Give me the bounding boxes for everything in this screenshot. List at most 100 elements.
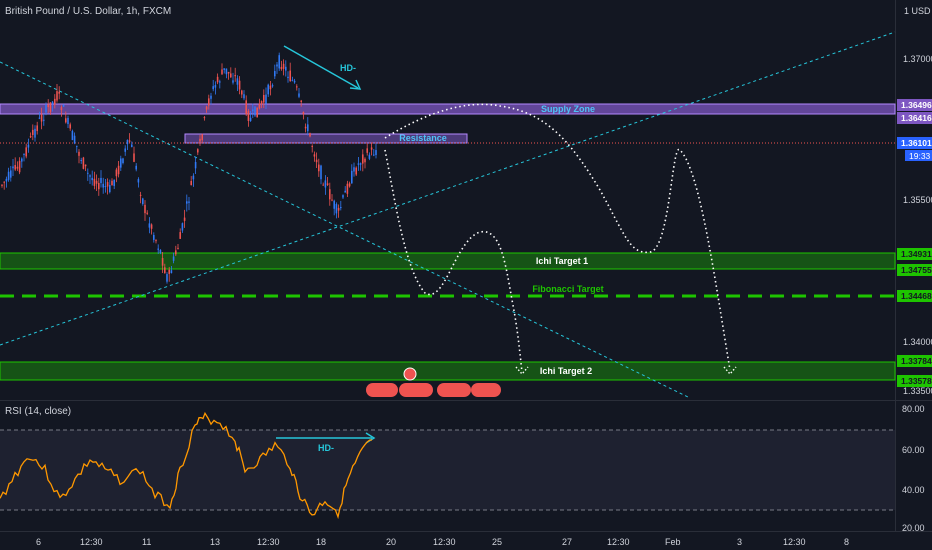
symbol-title[interactable]: British Pound / U.S. Dollar, 1h, FXCM (5, 6, 171, 17)
main-pane[interactable] (0, 0, 895, 400)
ichi-target-2-label: Ichi Target 2 (540, 366, 592, 376)
candle-body (320, 165, 322, 180)
descending-trendline[interactable] (0, 61, 691, 399)
candle-body (104, 186, 107, 188)
candle-body (131, 144, 133, 148)
candle-body (122, 158, 124, 164)
candle-body (109, 185, 111, 193)
ascending-trendline[interactable] (0, 31, 896, 346)
candle-body (153, 234, 155, 240)
current-price-value: 1.36101 (901, 138, 932, 148)
ichi1-top-marker (897, 248, 932, 260)
candle-body (51, 101, 54, 104)
candle-body (271, 85, 274, 87)
candle-body (335, 204, 338, 214)
event-pill[interactable] (366, 383, 398, 397)
event-pill[interactable] (399, 383, 433, 397)
candle-body (355, 167, 357, 175)
candle-body (58, 91, 60, 94)
candle-body (278, 55, 280, 69)
price-tick: 1.33500 (903, 386, 932, 396)
candle-body (186, 201, 188, 204)
candle-body (346, 183, 349, 194)
candle-body (249, 117, 252, 122)
time-tick: 12:30 (783, 537, 806, 547)
supply-zone[interactable] (0, 103, 896, 115)
fibonacci-value: 1.34468 (901, 291, 932, 301)
candle-body (205, 106, 208, 110)
candle-body (1, 184, 3, 186)
candle-body (54, 98, 56, 105)
candle-body (43, 119, 45, 121)
candle-body (40, 114, 43, 122)
candle-body (210, 95, 212, 99)
event-flag-icon[interactable] (403, 367, 417, 381)
current-price-marker (897, 137, 932, 149)
time-tick: Feb (665, 537, 681, 547)
candle-body (357, 163, 360, 165)
time-tick: 11 (142, 537, 151, 547)
ichi-target-1-zone[interactable] (0, 252, 896, 270)
candle-body (208, 98, 210, 106)
candle-body (60, 107, 63, 111)
candle-body (49, 102, 52, 112)
candle-body (69, 124, 71, 129)
ichi2-top-marker (897, 355, 932, 367)
candle-body (126, 139, 129, 145)
fibonacci-marker (897, 290, 932, 302)
time-tick: 3 (737, 537, 742, 547)
candle-body (183, 217, 186, 221)
ichi1-bottom-marker (897, 264, 932, 276)
price-tick: 1.37000 (903, 54, 932, 64)
candle-body (27, 144, 30, 148)
candle-body (285, 66, 287, 71)
event-pill[interactable] (471, 383, 501, 397)
hd-label: HD- (340, 63, 356, 73)
time-tick: 12:30 (80, 537, 103, 547)
candle-body (370, 147, 373, 150)
candle-body (62, 104, 65, 107)
countdown-value: 19:33 (909, 151, 931, 161)
candle-body (159, 249, 162, 254)
candle-body (331, 199, 333, 201)
time-tick: 13 (210, 537, 220, 547)
resistance-zone[interactable] (184, 133, 468, 144)
candle-body (258, 103, 261, 109)
candle-body (243, 94, 245, 99)
candle-body (223, 68, 225, 70)
candle-body (254, 106, 256, 116)
arrow-down-icon (515, 366, 529, 376)
rsi-title[interactable]: RSI (14, close) (5, 406, 71, 417)
candle-body (7, 171, 10, 180)
ichi1-bottom-value: 1.34755 (901, 265, 932, 275)
ichi2-bottom-value: 1.33578 (901, 376, 932, 386)
candle-body (212, 86, 214, 90)
time-tick: 12:30 (433, 537, 456, 547)
candle-body (225, 68, 228, 75)
hd-divergence-arrow[interactable] (283, 45, 359, 89)
candle-body (100, 177, 102, 184)
candle-body (366, 148, 368, 153)
candle-body (232, 80, 234, 83)
candle-body (170, 270, 173, 274)
candle-body (135, 165, 137, 170)
currency-label[interactable]: 1 USD (904, 6, 931, 16)
candle-body (93, 178, 96, 186)
supply-top-value: 1.36496 (901, 100, 932, 110)
event-pill[interactable] (437, 383, 471, 397)
ichi-target-2-zone[interactable] (0, 361, 896, 381)
candle-body (115, 169, 118, 177)
candle-body (298, 93, 300, 97)
candle-body (315, 159, 318, 163)
candle-body (89, 175, 91, 177)
candle-body (263, 95, 265, 103)
candle-body (76, 145, 78, 147)
candle-body (214, 85, 217, 88)
economic-events-bar[interactable] (366, 367, 501, 397)
candle-body (194, 162, 197, 169)
candle-body (102, 183, 104, 188)
candle-body (287, 76, 289, 79)
candle-body (3, 181, 5, 183)
candle-body (221, 69, 223, 75)
